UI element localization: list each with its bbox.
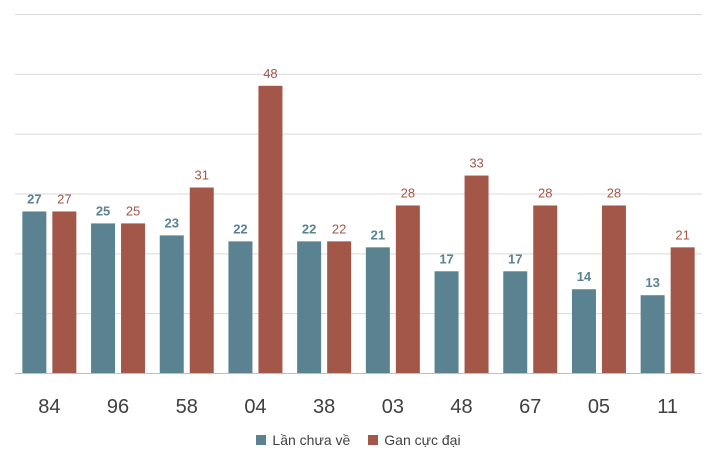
bar-gan-cuc-dai-84 [52, 211, 77, 373]
bar-lan-chua-ve-04 [228, 241, 253, 373]
data-label-gan-cuc-dai-05: 28 [607, 185, 621, 200]
data-label-gan-cuc-dai-04: 48 [263, 66, 277, 81]
data-label-lan-chua-ve-58: 23 [165, 215, 179, 230]
bars [22, 85, 695, 374]
legend-swatch-series-1 [256, 435, 267, 445]
data-label-gan-cuc-dai-11: 21 [675, 227, 689, 242]
category-tick-67: 67 [519, 396, 541, 418]
bar-chart: 27 27 25 25 23 31 22 48 22 22 21 28 17 33 17 28 14 28 13 21… [15, 14, 702, 418]
gridlines [15, 14, 702, 374]
data-label-gan-cuc-dai-84: 27 [57, 191, 71, 206]
category-tick-38: 38 [313, 396, 335, 418]
data-label-gan-cuc-dai-48: 33 [469, 156, 483, 171]
category-tick-96: 96 [107, 396, 129, 418]
data-label-lan-chua-ve-96: 25 [96, 203, 110, 218]
data-label-gan-cuc-dai-96: 25 [126, 203, 140, 218]
category-tick-11: 11 [657, 396, 678, 418]
bar-lan-chua-ve-48 [434, 271, 459, 373]
legend-swatch-series-2 [368, 435, 379, 445]
data-label-lan-chua-ve-04: 22 [233, 221, 247, 236]
data-labels: 27 27 25 25 23 31 22 48 22 22 21 28 17 33 17 28 14 28 13 21 [27, 66, 690, 290]
bar-gan-cuc-dai-67 [533, 205, 558, 373]
bar-gan-cuc-dai-58 [189, 187, 214, 373]
data-label-gan-cuc-dai-58: 31 [195, 168, 209, 183]
bar-gan-cuc-dai-11 [670, 247, 695, 373]
bar-lan-chua-ve-58 [159, 235, 184, 373]
category-tick-84: 84 [38, 396, 60, 418]
legend-label-series-1: Lần chưa về [272, 432, 351, 448]
category-tick-labels: 84 96 58 04 38 03 48 67 05 11 [38, 396, 678, 418]
data-label-lan-chua-ve-84: 27 [27, 191, 41, 206]
data-label-lan-chua-ve-38: 22 [302, 221, 316, 236]
data-label-lan-chua-ve-11: 13 [645, 275, 659, 290]
bar-gan-cuc-dai-38 [327, 241, 352, 373]
bar-gan-cuc-dai-05 [601, 205, 626, 373]
category-tick-58: 58 [176, 396, 198, 418]
bar-lan-chua-ve-96 [91, 223, 116, 373]
data-label-gan-cuc-dai-38: 22 [332, 221, 346, 236]
bar-gan-cuc-dai-48 [464, 175, 489, 373]
category-tick-48: 48 [450, 396, 472, 418]
legend-label-series-2: Gan cực đại [384, 432, 461, 448]
data-label-lan-chua-ve-05: 14 [577, 269, 592, 284]
bar-gan-cuc-dai-04 [258, 85, 283, 374]
bar-gan-cuc-dai-03 [395, 205, 420, 373]
legend-item-series-1: Lần chưa về [256, 432, 350, 448]
category-tick-05: 05 [588, 396, 610, 418]
data-label-lan-chua-ve-48: 17 [439, 251, 453, 266]
data-label-gan-cuc-dai-67: 28 [538, 185, 552, 200]
data-label-lan-chua-ve-67: 17 [508, 251, 522, 266]
bar-lan-chua-ve-03 [365, 247, 390, 373]
bar-lan-chua-ve-67 [503, 271, 528, 373]
data-label-gan-cuc-dai-03: 28 [401, 185, 415, 200]
legend: Lần chưa về Gan cực đại [0, 430, 717, 450]
data-label-lan-chua-ve-03: 21 [371, 227, 385, 242]
bar-lan-chua-ve-38 [297, 241, 322, 373]
category-tick-03: 03 [382, 396, 404, 418]
bar-lan-chua-ve-11 [640, 295, 665, 373]
category-tick-04: 04 [244, 396, 266, 418]
bar-lan-chua-ve-84 [22, 211, 47, 373]
bar-lan-chua-ve-05 [571, 289, 596, 373]
legend-item-series-2: Gan cực đại [368, 432, 461, 448]
bar-gan-cuc-dai-96 [121, 223, 146, 373]
